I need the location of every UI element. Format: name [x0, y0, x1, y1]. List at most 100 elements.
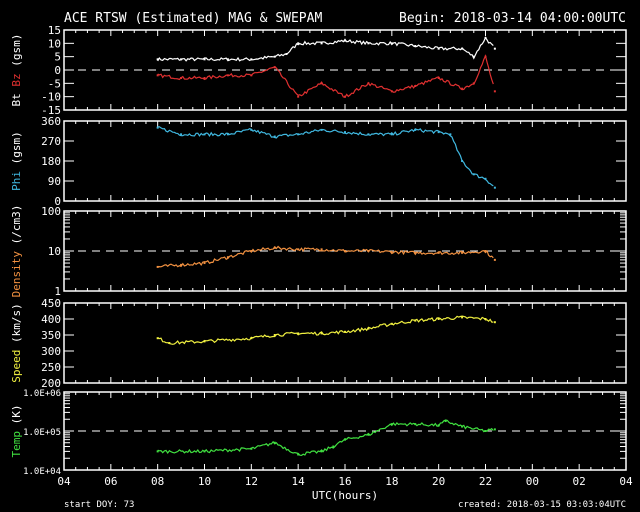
y-label-part: Bt [10, 93, 23, 106]
data-point-density [461, 251, 464, 254]
data-point-bt [226, 58, 229, 61]
series-line-temp [157, 419, 494, 457]
x-tick-label: 14 [292, 475, 306, 488]
data-point-speed [250, 337, 253, 340]
data-point-temp [203, 450, 206, 453]
series-line-phi [157, 126, 494, 187]
data-point-density [320, 248, 323, 251]
data-point-speed [461, 316, 464, 319]
data-point-bz [320, 82, 323, 85]
y-label-part: Bz [10, 73, 23, 93]
x-tick-label: 04 [619, 475, 633, 488]
data-point-bt [472, 55, 475, 58]
data-point-temp [320, 450, 323, 453]
y-axis-label: Phi (gsm) [10, 131, 23, 191]
x-tick-label: 22 [479, 475, 492, 488]
y-tick-label: 450 [41, 297, 61, 310]
data-point-temp [414, 423, 417, 426]
y-tick-label: 1.0E+04 [23, 467, 61, 477]
panel-3: 450 400 350 300 250 200 Speed (km/s) [10, 297, 627, 390]
data-point-phi [367, 133, 370, 136]
data-point-temp [250, 447, 253, 450]
data-point-speed [367, 327, 370, 330]
y-label-var: Phi [10, 171, 23, 191]
data-point-bt [367, 42, 370, 45]
y-tick-label: -15 [41, 104, 61, 117]
data-point-bt [484, 37, 487, 39]
data-point-speed [414, 319, 417, 322]
data-point-phi [180, 133, 183, 136]
data-point-phi [437, 131, 440, 134]
series-line-bz [157, 54, 494, 98]
data-point-temp [444, 420, 447, 423]
data-point-phi [344, 131, 346, 134]
data-point-density [437, 251, 440, 254]
x-tick-label: 02 [573, 475, 586, 488]
y-tick-label: -10 [41, 91, 61, 104]
series-line-density [157, 245, 494, 268]
data-point-bz [297, 95, 300, 98]
data-point-phi [390, 133, 393, 136]
data-point-bt [180, 58, 183, 61]
data-point-bz [390, 90, 393, 93]
y-label-part: (gsm) [10, 34, 23, 74]
data-point-bz [226, 74, 229, 77]
y-tick-label: 100 [41, 205, 61, 218]
data-point-bt [297, 42, 300, 45]
data-point-temp [344, 438, 346, 441]
data-point-phi [493, 186, 496, 189]
y-axis-label: Speed (km/s) [10, 303, 23, 382]
data-point-bz [250, 74, 253, 77]
x-tick-label: 04 [57, 475, 71, 488]
data-point-temp [493, 428, 496, 431]
data-point-phi [297, 133, 300, 136]
data-point-bt [203, 58, 206, 61]
data-point-bt [273, 55, 276, 58]
data-point-density [367, 250, 370, 252]
data-point-bz [472, 82, 475, 85]
data-point-bt [461, 47, 464, 50]
x-tick-label: 06 [104, 475, 117, 488]
x-tick-label: 18 [385, 475, 398, 488]
chart-title: ACE RTSW (Estimated) MAG & SWEPAM [64, 11, 322, 26]
data-point-bt [493, 47, 496, 50]
begin-time: Begin: 2018-03-14 04:00:00UTC [399, 11, 626, 26]
data-point-temp [390, 423, 393, 426]
data-point-speed [493, 321, 496, 324]
data-point-temp [156, 450, 159, 453]
start-doy: start DOY: 73 [64, 500, 134, 510]
data-point-phi [484, 177, 487, 180]
data-point-bz [180, 77, 183, 79]
data-point-bz [493, 90, 496, 93]
data-point-phi [449, 133, 452, 136]
data-point-density [226, 256, 229, 259]
y-tick-label: 300 [41, 345, 61, 358]
y-tick-label: 10 [48, 37, 61, 50]
data-point-density [484, 250, 487, 252]
data-point-speed [484, 318, 487, 320]
data-point-bz [437, 77, 440, 79]
data-point-bz [344, 95, 346, 98]
data-point-density [180, 263, 183, 266]
data-point-phi [156, 126, 159, 129]
y-tick-label: 200 [41, 377, 61, 390]
data-point-density [203, 262, 206, 265]
data-point-temp [461, 425, 464, 428]
y-tick-label: 400 [41, 313, 61, 326]
data-point-density [273, 246, 276, 249]
data-point-phi [461, 160, 464, 162]
y-label-var: Density [10, 251, 23, 298]
data-point-phi [273, 135, 276, 138]
y-tick-label: 90 [48, 175, 61, 188]
data-point-temp [273, 441, 276, 444]
data-point-speed [273, 334, 276, 336]
data-point-bz [156, 74, 159, 77]
y-label-var: Temp [10, 431, 23, 458]
y-label-units: (km/s) [10, 303, 23, 349]
y-label-var: Speed [10, 350, 23, 383]
y-tick-label: 180 [41, 155, 61, 168]
data-point-speed [344, 330, 346, 333]
data-point-bt [414, 45, 417, 47]
data-point-bz [484, 55, 487, 58]
